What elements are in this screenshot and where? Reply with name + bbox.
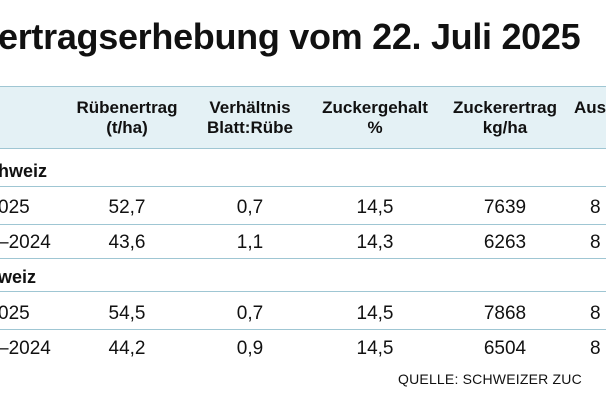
col-header-zuckergehalt: Zuckergehalt% xyxy=(322,98,428,137)
source-note: QUELLE: SCHWEIZER ZUC xyxy=(398,371,582,387)
cell-zuckerertrag: 7868 xyxy=(483,303,527,324)
row-label: 025 xyxy=(0,303,30,324)
section-rule xyxy=(0,186,606,187)
cell-zuckerertrag: 7639 xyxy=(483,197,527,218)
cell-aus: 8 xyxy=(590,303,601,324)
row-label: –2024 xyxy=(0,232,51,253)
section-label: weiz xyxy=(0,267,37,287)
section-rule xyxy=(0,291,606,292)
row-label: –2024 xyxy=(0,338,51,359)
cell-aus: 8 xyxy=(590,232,601,253)
col-header-zuckerertrag: Zuckerertrag kg/ha xyxy=(453,98,557,137)
col-header-ruebenertrag: Rübenertrag (t/ha) xyxy=(76,98,178,137)
row-label: 025 xyxy=(0,197,30,218)
cell-ruebenertrag: 43,6 xyxy=(108,232,146,253)
header-band xyxy=(0,87,606,148)
cell-zuckergehalt: 14,5 xyxy=(356,338,394,359)
cell-verhaeltnis: 0,9 xyxy=(236,338,264,359)
cell-zuckerertrag: 6263 xyxy=(483,232,527,253)
col-header-aus: Aus xyxy=(574,98,606,117)
header-top-rule xyxy=(0,86,606,87)
row-rule xyxy=(0,258,606,259)
cell-zuckergehalt: 14,3 xyxy=(356,232,394,253)
row-rule xyxy=(0,224,606,225)
cell-ruebenertrag: 54,5 xyxy=(108,303,146,324)
table-title: ertragserhebung vom 22. Juli 2025 xyxy=(0,16,581,57)
cell-verhaeltnis: 1,1 xyxy=(236,232,264,253)
cell-aus: 8 xyxy=(590,338,601,359)
header-bottom-rule xyxy=(0,148,606,149)
section-label: hweiz xyxy=(0,161,48,181)
cell-zuckergehalt: 14,5 xyxy=(356,303,394,324)
cell-verhaeltnis: 0,7 xyxy=(236,197,264,218)
cell-ruebenertrag: 44,2 xyxy=(108,338,146,359)
col-header-verhaeltnis: Verhältnis Blatt:Rübe xyxy=(207,98,293,137)
cell-ruebenertrag: 52,7 xyxy=(108,197,146,218)
cell-verhaeltnis: 0,7 xyxy=(236,303,264,324)
cell-zuckergehalt: 14,5 xyxy=(356,197,394,218)
cell-aus: 8 xyxy=(590,197,601,218)
row-rule xyxy=(0,329,606,330)
cell-zuckerertrag: 6504 xyxy=(483,338,527,359)
